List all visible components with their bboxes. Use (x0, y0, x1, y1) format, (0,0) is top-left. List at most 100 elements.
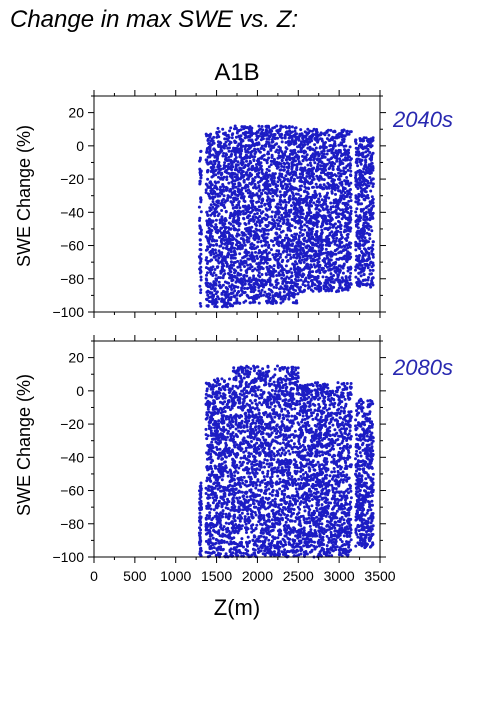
scatter-point (293, 260, 297, 264)
scatter-point (346, 246, 350, 250)
scatter-point (241, 284, 245, 287)
scatter-point (342, 158, 345, 162)
scatter-point (367, 138, 371, 141)
scatter-point (317, 256, 321, 260)
scatter-point (285, 287, 289, 291)
scatter-point (345, 258, 349, 261)
scatter-point (226, 241, 230, 245)
scatter-point (277, 145, 281, 149)
scatter-point (277, 240, 281, 244)
scatter-point (297, 279, 300, 282)
scatter-point (211, 302, 215, 306)
scatter-point (260, 244, 264, 248)
scatter-point (243, 165, 247, 169)
scatter-point (226, 194, 230, 198)
scatter-point (205, 210, 209, 214)
scatter-point (308, 270, 312, 274)
scatter-point (334, 216, 338, 219)
scatter-point (263, 187, 267, 191)
scatter-point (293, 247, 297, 251)
scatter-point (326, 251, 330, 254)
scatter-point (332, 130, 335, 134)
scatter-point (302, 197, 306, 201)
scatter-point (214, 302, 217, 306)
scatter-point (252, 283, 256, 287)
scatter-point (270, 159, 274, 163)
scatter-point (220, 299, 224, 303)
scatter-point (253, 175, 257, 179)
scatter-point (362, 273, 366, 277)
scatter-point (232, 200, 236, 203)
scatter-point (204, 258, 208, 262)
scatter-point (363, 240, 367, 244)
scatter-point (299, 168, 302, 171)
scatter-point (297, 244, 301, 248)
scatter-point (296, 285, 300, 289)
scatter-point (242, 205, 246, 209)
scatter-point (337, 273, 340, 277)
scatter-point (271, 198, 275, 202)
scatter-point (322, 149, 326, 153)
scatter-point (371, 185, 375, 188)
scatter-point (280, 136, 284, 140)
scatter-point (206, 137, 210, 141)
scatter-point (238, 166, 242, 170)
scatter-point (231, 214, 235, 218)
scatter-point (256, 240, 260, 244)
scatter-point (300, 268, 304, 272)
scatter-point (274, 211, 278, 214)
scatter-point (262, 285, 265, 289)
scatter-point (207, 484, 211, 488)
scatter-point (233, 179, 237, 183)
scatter-point (315, 134, 319, 138)
scatter-point (317, 177, 321, 181)
scatter-point (315, 206, 319, 210)
scatter-point (370, 216, 374, 219)
scatter-point (249, 256, 253, 260)
scatter-point (276, 131, 280, 135)
scatter-point (360, 250, 363, 253)
scatter-point (349, 241, 353, 245)
scatter-point (211, 205, 215, 209)
scatter-point (221, 177, 225, 181)
scatter-point (240, 231, 244, 234)
scatter-point (238, 212, 242, 216)
scatter-point (244, 211, 248, 215)
scatter-point (223, 161, 227, 165)
scatter-point (229, 126, 233, 130)
scatter-point (317, 254, 321, 258)
scatter-point (220, 215, 224, 219)
scatter-point (281, 282, 285, 285)
scatter-point (271, 218, 275, 222)
scatter-point (367, 257, 371, 261)
scatter-point (336, 289, 340, 293)
scatter-point (238, 206, 242, 210)
scatter-point (289, 256, 293, 259)
scatter-point (231, 203, 235, 207)
scatter-point (292, 255, 296, 259)
scatter-point (311, 282, 315, 286)
scatter-point (361, 283, 365, 287)
y-tick-label: −40 (60, 204, 84, 220)
scatter-point (199, 176, 203, 180)
scatter-point (279, 162, 283, 166)
scatter-point (295, 262, 299, 266)
scatter-point (214, 218, 218, 222)
scatter-point (276, 265, 280, 269)
scatter-point (216, 204, 220, 208)
scatter-point (358, 267, 362, 271)
scatter-point (256, 265, 260, 269)
scatter-point (280, 240, 284, 244)
scatter-point (255, 254, 259, 258)
scatter-point (213, 185, 217, 189)
scatter-point (294, 197, 298, 201)
scatter-point (232, 263, 236, 267)
scatter-point (339, 237, 343, 241)
scatter-point (253, 258, 257, 262)
scatter-point (226, 138, 230, 142)
scatter-point (328, 213, 332, 217)
scatter-point (244, 269, 248, 273)
scatter-point (229, 395, 233, 399)
scatter-point (250, 206, 254, 210)
scatter-point (233, 289, 237, 293)
